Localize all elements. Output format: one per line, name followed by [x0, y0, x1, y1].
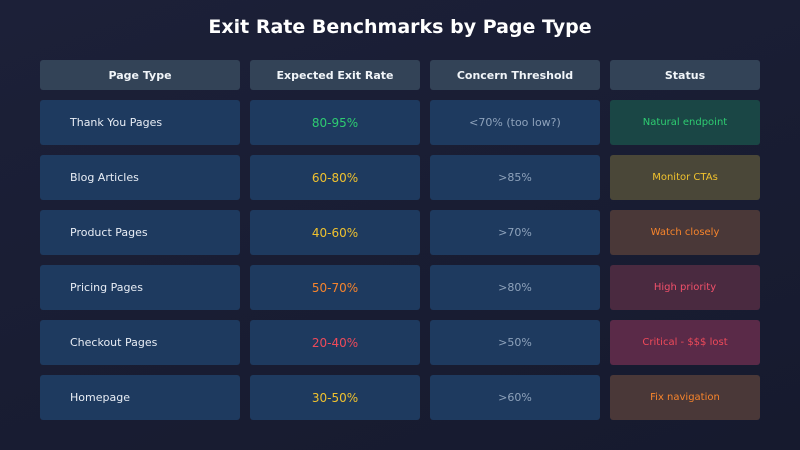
header-cell-text: Page Type [108, 68, 172, 82]
status-cell-text: High priority [653, 282, 717, 293]
exit-rate-cell: 60-80% [250, 155, 420, 200]
page-type-cell-text: Product Pages [70, 226, 148, 239]
status-cell-text: Natural endpoint [642, 117, 728, 128]
status-cell-text: Fix navigation [650, 392, 720, 403]
status-cell: Natural endpoint [610, 100, 760, 145]
exit-rate-cell: 50-70% [250, 265, 420, 310]
page-type-cell-text: Blog Articles [70, 171, 139, 184]
page-type-cell: Thank You Pages [40, 100, 240, 145]
status-cell: High priority [610, 265, 760, 310]
threshold-cell: >80% [430, 265, 600, 310]
page-type-cell: Pricing Pages [40, 265, 240, 310]
exit-rate-cell-text: 60-80% [311, 170, 359, 185]
exit-rate-cell: 30-50% [250, 375, 420, 420]
exit-rate-cell-text: 20-40% [311, 335, 359, 350]
threshold-cell-text: >85% [498, 171, 532, 184]
page-type-cell-text: Homepage [70, 391, 130, 404]
header-cell: Page Type [40, 60, 240, 90]
header-cell: Expected Exit Rate [250, 60, 420, 90]
status-cell: Critical - $$$ lost [610, 320, 760, 365]
exit-rate-cell-text: 40-60% [311, 225, 359, 240]
status-cell-text: Critical - $$$ lost [642, 337, 728, 348]
status-cell-text: Watch closely [650, 227, 720, 238]
threshold-cell-text: >50% [498, 336, 532, 349]
status-cell: Fix navigation [610, 375, 760, 420]
status-cell: Monitor CTAs [610, 155, 760, 200]
header-cell-text: Concern Threshold [456, 68, 574, 82]
page-type-cell-text: Pricing Pages [70, 281, 143, 294]
header-cell-text: Status [664, 68, 706, 82]
page-type-cell: Blog Articles [40, 155, 240, 200]
threshold-cell: <70% (too low?) [430, 100, 600, 145]
table: Page Type Expected Exit Rate Concern Thres… [40, 60, 760, 420]
threshold-cell-text: <70% (too low?) [469, 116, 561, 129]
header-cell: Concern Threshold [430, 60, 600, 90]
threshold-cell: >85% [430, 155, 600, 200]
threshold-cell: >60% [430, 375, 600, 420]
exit-rate-cell-text: 30-50% [311, 390, 359, 405]
page-type-cell: Checkout Pages [40, 320, 240, 365]
exit-rate-cell: 80-95% [250, 100, 420, 145]
threshold-cell: >70% [430, 210, 600, 255]
threshold-cell: >50% [430, 320, 600, 365]
page-type-cell: Homepage [40, 375, 240, 420]
exit-rate-cell: 20-40% [250, 320, 420, 365]
title: Exit Rate Benchmarks by Page Type [208, 16, 592, 38]
exit-rate-cell-text: 50-70% [311, 280, 359, 295]
exit-rate-cell: 40-60% [250, 210, 420, 255]
page-type-cell: Product Pages [40, 210, 240, 255]
threshold-cell-text: >60% [498, 391, 532, 404]
header-cell-text: Expected Exit Rate [276, 68, 394, 82]
status-cell-text: Monitor CTAs [652, 172, 718, 183]
status-cell: Watch closely [610, 210, 760, 255]
page-type-cell-text: Thank You Pages [70, 116, 163, 129]
threshold-cell-text: >70% [498, 226, 532, 239]
exit-rate-cell-text: 80-95% [311, 115, 359, 130]
threshold-cell-text: >80% [498, 281, 532, 294]
page-type-cell-text: Checkout Pages [70, 336, 158, 349]
header-cell: Status [610, 60, 760, 90]
